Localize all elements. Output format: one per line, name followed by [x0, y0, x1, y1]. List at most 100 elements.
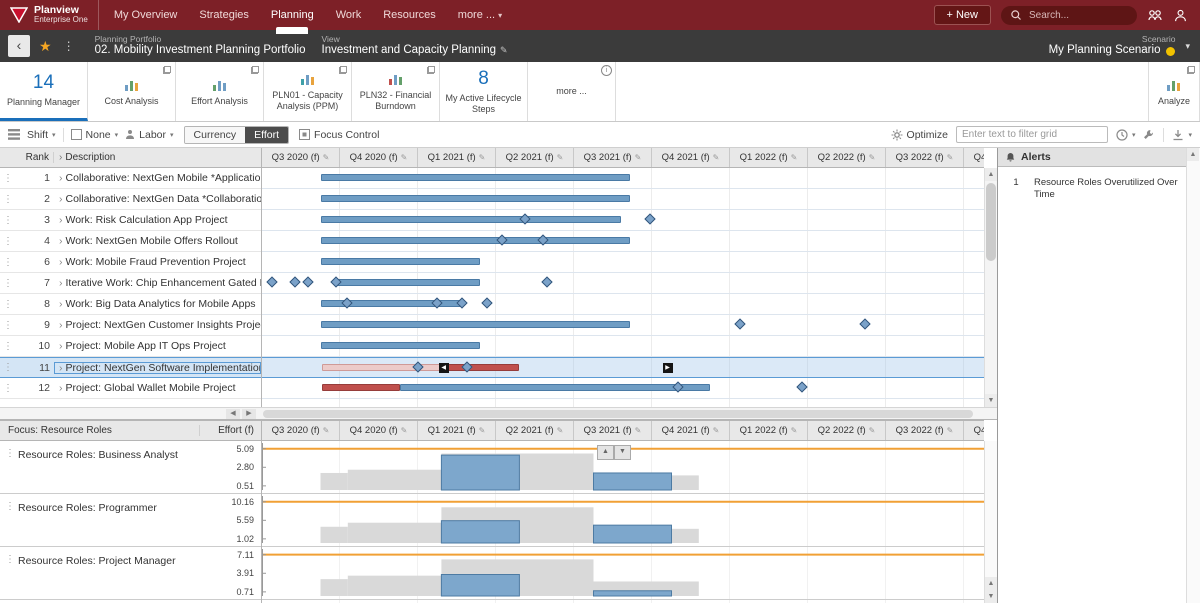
grid-row[interactable]: ⋮ 10 › Project: Mobile App IT Ops Project — [0, 336, 261, 357]
milestone-diamond-icon[interactable] — [289, 276, 301, 288]
tab-more[interactable]: i more ... — [528, 62, 616, 121]
nav-item-resources[interactable]: Resources — [383, 9, 436, 21]
row-drag-handle-icon[interactable]: ⋮ — [3, 298, 13, 310]
alert-item[interactable]: 1 Resource Roles Overutilized Over Time — [998, 167, 1187, 208]
grid-row[interactable]: ⋮ 9 › Project: NextGen Customer Insights Pr… — [0, 315, 261, 336]
scroll-down-icon[interactable]: ▼ — [985, 394, 997, 407]
scenario-value[interactable]: My Planning Scenario — [1048, 44, 1161, 57]
grid-row[interactable]: ⋮ 3 › Work: Risk Calculation App Project — [0, 210, 261, 231]
settings-wrench-icon[interactable] — [1143, 129, 1155, 141]
portfolio-value[interactable]: 02. Mobility Investment Planning Portfol… — [94, 44, 306, 57]
row-description[interactable]: › Project: Mobile App IT Ops Project — [59, 340, 226, 352]
row-drag-handle-icon[interactable]: ⋮ — [5, 448, 15, 459]
row-drag-handle-icon[interactable]: ⋮ — [5, 554, 15, 565]
row-drag-handle-icon[interactable]: ⋮ — [3, 277, 13, 289]
info-icon[interactable]: i — [601, 65, 612, 76]
focus-row[interactable]: ⋮ Resource Roles: Programmer 10.16 5.59 1.02 — [0, 494, 261, 547]
horizontal-scrollbar[interactable]: ◀ ▶ — [0, 407, 997, 420]
gantt-bar[interactable] — [320, 258, 481, 265]
export-menu[interactable]: ▾ — [1172, 129, 1192, 141]
grid-row[interactable]: ⋮ 11 › Project: NextGen Software Implementa… — [0, 357, 261, 378]
effort-column-header[interactable]: Effort (f) — [199, 425, 261, 436]
expand-chevron-icon[interactable]: › — [59, 277, 63, 289]
currency-toggle[interactable]: Currency — [184, 126, 246, 143]
constraint-marker-icon[interactable]: ◀ — [438, 362, 449, 373]
row-drag-handle-icon[interactable]: ⋮ — [3, 172, 13, 184]
expand-icon[interactable] — [427, 66, 435, 74]
tab-pln01-capacity-analysis-ppm[interactable]: PLN01 - Capacity Analysis (PPM) — [264, 62, 352, 121]
row-drag-handle-icon[interactable]: ⋮ — [5, 501, 15, 512]
row-drag-handle-icon[interactable]: ⋮ — [3, 319, 13, 331]
gantt-bar[interactable] — [320, 342, 481, 349]
scroll-up-icon[interactable]: ▲ — [1187, 148, 1199, 161]
nav-item-my-overview[interactable]: My Overview — [113, 9, 178, 21]
gantt-bar[interactable] — [320, 237, 631, 244]
nav-item-strategies[interactable]: Strategies — [199, 9, 249, 21]
edit-quarter-icon[interactable]: ✎ — [634, 426, 642, 435]
scroll-right-icon[interactable]: ▶ — [242, 409, 256, 419]
edit-quarter-icon[interactable]: ✎ — [322, 153, 330, 162]
expand-chevron-icon[interactable]: › — [59, 361, 63, 374]
edit-quarter-icon[interactable]: ✎ — [478, 153, 486, 162]
labor-menu[interactable]: Labor ▾ — [125, 129, 174, 141]
tab-cost-analysis[interactable]: Cost Analysis — [88, 62, 176, 121]
new-button[interactable]: + New — [933, 5, 991, 25]
row-description[interactable]: › Collaborative: NextGen Mobile *Applicat… — [59, 172, 261, 184]
edit-quarter-icon[interactable]: ✎ — [478, 426, 486, 435]
view-field[interactable]: View Investment and Capacity Planning ✎ — [322, 34, 508, 58]
row-description[interactable]: › Collaborative: NextGen Data *Collaborat… — [59, 193, 261, 205]
gantt-vertical-scrollbar[interactable]: ▲ ▼ — [984, 168, 997, 407]
scroll-up-icon[interactable]: ▲ — [985, 168, 997, 181]
back-button[interactable]: ‹ — [8, 35, 30, 57]
gantt-bar[interactable] — [320, 195, 631, 202]
grid-row[interactable]: ⋮ 6 › Work: Mobile Fraud Prevention Project — [0, 252, 261, 273]
expand-chevron-icon[interactable]: › — [59, 319, 63, 331]
optimize-button[interactable]: Optimize — [891, 129, 948, 141]
alerts-scrollbar[interactable]: ▲ — [1186, 148, 1200, 603]
row-drag-handle-icon[interactable]: ⋮ — [3, 214, 13, 226]
grid-row[interactable]: ⋮ 8 › Work: Big Data Analytics for Mobile A… — [0, 294, 261, 315]
row-description[interactable]: › Iterative Work: Chip Enhancement Gated … — [59, 277, 261, 289]
edit-quarter-icon[interactable]: ✎ — [712, 153, 720, 162]
milestone-diamond-icon[interactable] — [302, 276, 314, 288]
view-mode-icon[interactable] — [8, 129, 20, 140]
expand-icon[interactable] — [1187, 66, 1195, 74]
row-description[interactable]: › Work: Mobile Fraud Prevention Project — [59, 256, 246, 268]
row-drag-handle-icon[interactable]: ⋮ — [3, 382, 13, 394]
row-drag-handle-icon[interactable]: ⋮ — [3, 340, 13, 352]
tab-pln32-financial-burndown[interactable]: PLN32 - Financial Burndown — [352, 62, 440, 121]
milestone-diamond-icon[interactable] — [734, 318, 746, 330]
gantt-bar[interactable] — [439, 364, 520, 371]
edit-quarter-icon[interactable]: ✎ — [790, 153, 798, 162]
edit-quarter-icon[interactable]: ✎ — [322, 426, 330, 435]
tab-analyze[interactable]: Analyze — [1148, 62, 1200, 121]
rank-column-header[interactable]: Rank — [16, 152, 54, 163]
row-description[interactable]: › Work: Big Data Analytics for Mobile App… — [59, 298, 256, 310]
search-input[interactable] — [1027, 8, 1111, 22]
hscrollbar-thumb[interactable] — [263, 410, 973, 418]
expand-icon[interactable] — [251, 66, 259, 74]
row-description[interactable]: › Work: Risk Calculation App Project — [59, 214, 228, 226]
edit-quarter-icon[interactable]: ✎ — [868, 426, 876, 435]
description-column-header[interactable]: › Description — [59, 152, 116, 163]
edit-quarter-icon[interactable]: ✎ — [556, 153, 564, 162]
row-drag-handle-icon[interactable]: ⋮ — [3, 193, 13, 205]
edit-quarter-icon[interactable]: ✎ — [712, 426, 720, 435]
expand-chevron-icon[interactable]: › — [59, 172, 63, 184]
milestone-diamond-icon[interactable] — [859, 318, 871, 330]
history-menu[interactable]: ▾ — [1116, 128, 1135, 141]
expand-chevron-icon[interactable]: › — [59, 298, 63, 310]
expand-chevron-icon[interactable]: › — [59, 235, 63, 247]
milestone-diamond-icon[interactable] — [796, 381, 808, 393]
expand-chevron-icon[interactable]: › — [59, 214, 63, 226]
row-drag-handle-icon[interactable]: ⋮ — [3, 362, 13, 373]
charts-vertical-scrollbar[interactable]: ▲ ▼ — [984, 441, 997, 603]
scroll-down-icon[interactable]: ▼ — [985, 590, 997, 603]
edit-quarter-icon[interactable]: ✎ — [946, 153, 954, 162]
gantt-bar[interactable] — [322, 384, 401, 391]
expand-icon[interactable] — [339, 66, 347, 74]
scenario-field[interactable]: Scenario My Planning Scenario — [1049, 34, 1176, 58]
grid-row[interactable]: ⋮ 4 › Work: NextGen Mobile Offers Rollout — [0, 231, 261, 252]
milestone-diamond-icon[interactable] — [643, 213, 656, 225]
portfolio-menu-icon[interactable]: ⋮ — [62, 39, 75, 53]
